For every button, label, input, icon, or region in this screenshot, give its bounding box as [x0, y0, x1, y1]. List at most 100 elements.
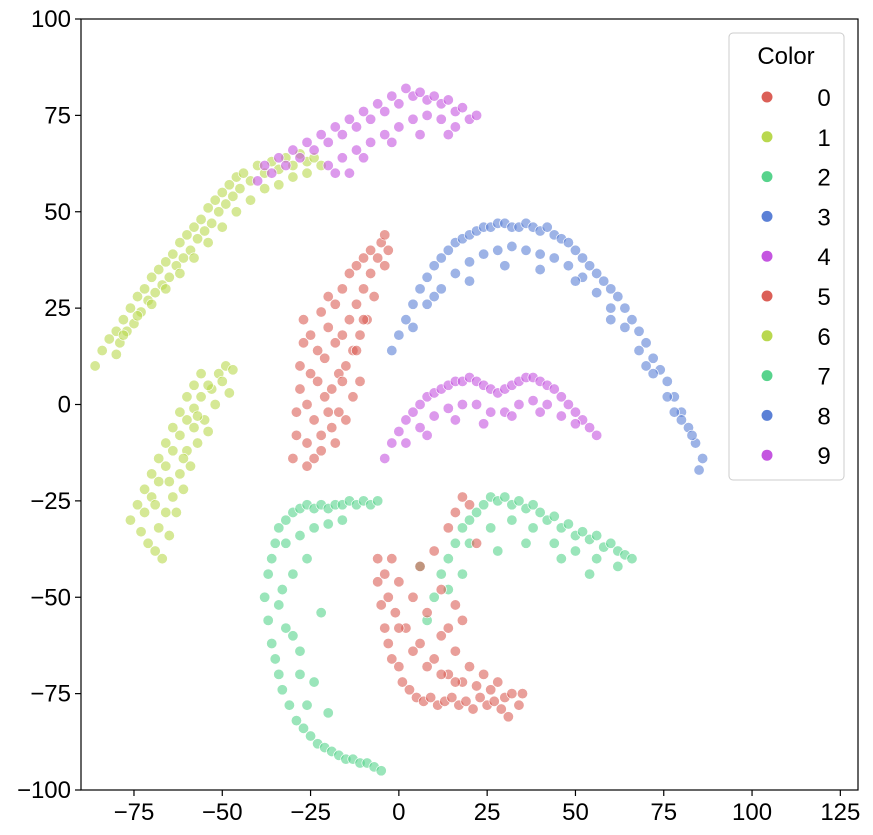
data-point — [386, 136, 398, 148]
data-point — [435, 668, 447, 680]
data-point — [308, 676, 320, 688]
data-point — [425, 691, 437, 703]
data-point — [449, 645, 461, 657]
data-point — [513, 495, 525, 507]
data-point — [626, 553, 638, 565]
data-point — [132, 291, 144, 303]
data-point — [174, 237, 186, 249]
data-point — [343, 167, 355, 179]
data-point — [414, 638, 426, 650]
data-point — [216, 221, 228, 233]
data-point — [202, 237, 214, 249]
data-point — [365, 113, 377, 125]
legend-marker — [761, 131, 773, 143]
data-point — [149, 545, 161, 557]
data-point — [290, 406, 302, 418]
data-point — [336, 329, 348, 341]
data-point — [294, 383, 306, 395]
data-point — [675, 414, 687, 426]
data-point — [358, 283, 370, 295]
data-point — [195, 368, 207, 380]
data-point — [562, 260, 574, 272]
data-point — [153, 264, 165, 276]
data-point — [146, 468, 158, 480]
data-point — [146, 271, 158, 283]
y-tick-label: −100 — [17, 777, 71, 804]
data-point — [163, 476, 175, 488]
data-point — [294, 360, 306, 372]
data-point — [379, 260, 391, 272]
data-point — [382, 591, 394, 603]
data-point — [358, 106, 370, 118]
data-point — [513, 398, 525, 410]
legend-marker — [761, 449, 773, 461]
data-point — [407, 113, 419, 125]
data-point — [577, 526, 589, 538]
data-point — [400, 437, 412, 449]
data-point — [485, 684, 497, 696]
data-point — [368, 291, 380, 303]
data-point — [463, 661, 475, 673]
data-point — [287, 171, 299, 183]
data-point — [132, 499, 144, 511]
data-point — [619, 321, 631, 333]
data-point — [139, 506, 151, 518]
data-point — [209, 194, 221, 206]
data-point — [562, 398, 574, 410]
x-tick-label: 0 — [392, 799, 405, 826]
data-point — [358, 152, 370, 164]
data-point — [322, 291, 334, 303]
data-point — [287, 630, 299, 642]
data-point — [139, 483, 151, 495]
data-point — [184, 460, 196, 472]
y-tick-label: 25 — [44, 295, 71, 322]
data-point — [266, 638, 278, 650]
data-point — [619, 302, 631, 314]
data-point — [132, 310, 144, 322]
data-point — [202, 425, 214, 437]
data-point — [322, 707, 334, 719]
data-point — [435, 630, 447, 642]
data-point — [146, 298, 158, 310]
data-point — [428, 653, 440, 665]
data-point — [379, 622, 391, 634]
data-point — [301, 167, 313, 179]
data-point — [336, 129, 348, 141]
data-point — [516, 688, 528, 700]
data-point — [301, 136, 313, 148]
data-point — [354, 329, 366, 341]
data-point — [276, 584, 288, 596]
x-tick-label: 75 — [650, 799, 677, 826]
data-point — [456, 614, 468, 626]
data-point — [605, 302, 617, 314]
data-point — [591, 530, 603, 542]
data-point — [697, 452, 709, 464]
data-point — [435, 113, 447, 125]
data-point — [435, 283, 447, 295]
data-point — [202, 202, 214, 214]
data-point — [386, 653, 398, 665]
data-point — [110, 348, 122, 360]
data-point — [192, 233, 204, 245]
data-point — [220, 198, 232, 210]
data-point — [322, 136, 334, 148]
data-point — [605, 283, 617, 295]
data-point — [188, 252, 200, 264]
data-point — [647, 368, 659, 380]
data-point — [343, 267, 355, 279]
data-point — [502, 711, 514, 723]
data-point — [577, 252, 589, 264]
data-point — [234, 183, 246, 195]
data-point — [421, 607, 433, 619]
data-point — [223, 387, 235, 399]
data-point — [569, 275, 581, 287]
data-point — [347, 391, 359, 403]
data-point — [290, 715, 302, 727]
data-point — [301, 398, 313, 410]
data-point — [195, 213, 207, 225]
data-point — [340, 360, 352, 372]
data-point — [174, 267, 186, 279]
data-point — [153, 476, 165, 488]
data-point — [350, 298, 362, 310]
data-point — [153, 452, 165, 464]
